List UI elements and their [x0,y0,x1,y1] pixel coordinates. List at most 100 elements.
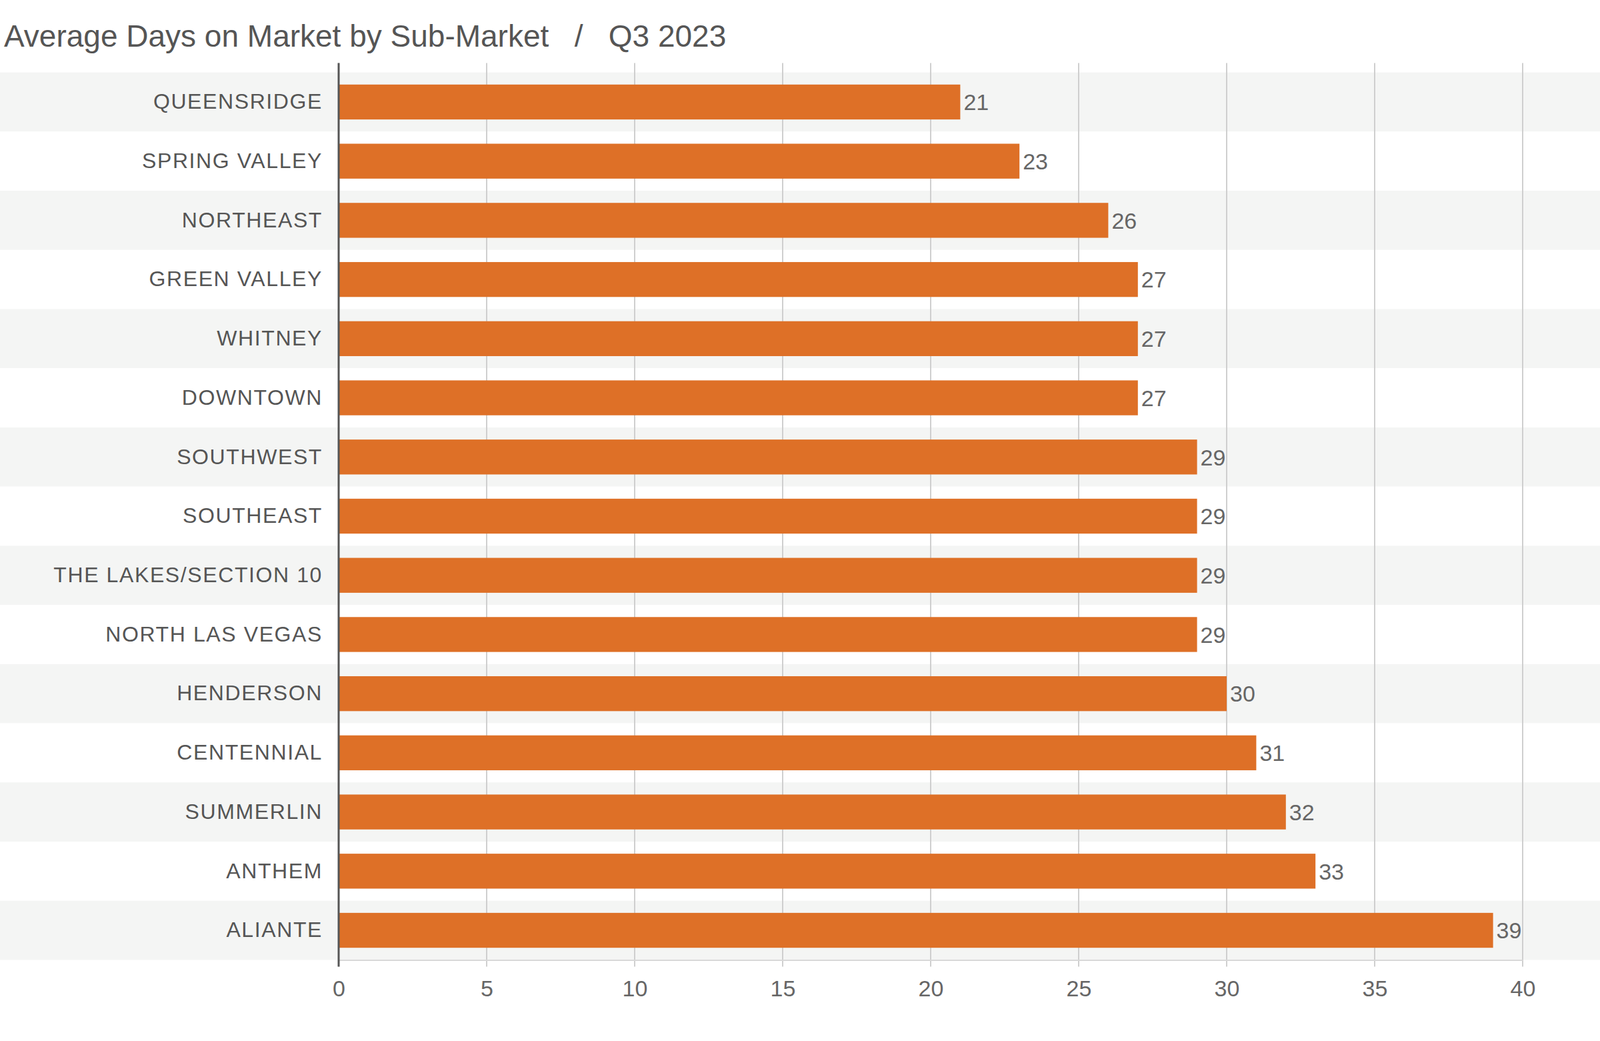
bar [338,262,1138,297]
x-tick-label: 25 [1066,975,1092,1001]
data-label: 31 [1259,740,1285,766]
row-stripe [0,190,1600,250]
y-tick: SPRING VALLEY [142,148,339,173]
category-label: SOUTHWEST [176,444,323,469]
row-stripe [0,604,1600,664]
y-tick: WHITNEY [216,326,339,350]
y-tick: HENDERSON [176,680,339,705]
x-axis: 0 5 10 15 20 25 30 35 40 [332,959,1536,1000]
category-label: SPRING VALLEY [142,148,323,173]
y-tick: ALIANTE [226,917,339,942]
category-label: GREEN VALLEY [149,266,323,291]
x-tick-label: 40 [1510,975,1536,1001]
bar [338,84,960,120]
bar [338,794,1286,829]
row-stripe [0,664,1600,724]
x-tick-label: 20 [918,975,944,1001]
grid-line [1226,63,1228,967]
data-label: 29 [1200,622,1226,648]
category-label: ANTHEM [226,858,323,883]
data-label: 29 [1200,562,1226,588]
row-stripe [0,72,1600,132]
bars [338,84,1494,948]
x-tick-label: 15 [770,975,796,1001]
row-stripe [0,308,1600,368]
row-stripe [0,900,1600,960]
grid-line [1374,63,1376,967]
y-tick: THE LAKES/SECTION 10 [53,562,339,587]
row-stripe [0,486,1600,546]
row-stripe [0,782,1600,842]
y-tick: NORTH LAS VEGAS [105,622,339,646]
data-label: 29 [1200,444,1226,470]
category-label: CENTENNIAL [176,740,323,764]
category-label: NORTHEAST [182,208,323,232]
category-label: NORTH LAS VEGAS [105,622,323,646]
data-label: 23 [1022,148,1048,174]
data-labels: 212326272727292929293031323339 [963,89,1522,943]
x-tick-label: 10 [622,975,648,1001]
y-tick: SUMMERLIN [185,799,339,824]
bar [338,912,1494,948]
x-tick: 15 [770,959,796,1000]
data-label: 39 [1496,917,1522,943]
row-stripe [0,368,1600,428]
category-label: SOUTHEAST [182,503,323,528]
grid-line [338,63,340,967]
x-tick: 30 [1214,959,1240,1000]
bar [338,321,1138,356]
y-axis-line [338,63,340,967]
data-label: 27 [1141,385,1167,411]
category-label: HENDERSON [176,680,323,705]
x-tick: 35 [1362,959,1388,1000]
y-tick: QUEENSRIDGE [153,89,339,114]
grid-line [1522,63,1524,967]
y-tick: CENTENNIAL [176,740,339,764]
y-tick: SOUTHEAST [182,503,339,528]
bar [338,202,1108,238]
y-tick: GREEN VALLEY [149,266,339,291]
bar [338,558,1198,593]
category-label: QUEENSRIDGE [153,89,323,114]
category-label: THE LAKES/SECTION 10 [53,562,323,587]
y-axis: QUEENSRIDGE SPRING VALLEY NORTHEAST GREEN V… [53,63,339,967]
data-label: 27 [1141,326,1167,352]
row-stripe [0,723,1600,783]
category-label: SUMMERLIN [185,799,323,824]
row-stripe [0,131,1600,191]
y-tick: ANTHEM [226,858,339,883]
category-label: WHITNEY [216,326,323,350]
row-stripe [0,545,1600,605]
data-label: 21 [963,89,989,115]
bar [338,380,1138,415]
row-stripes [0,72,1600,960]
x-axis-line [339,959,1524,961]
title: Average Days on Market by Sub-Market / Q… [4,18,726,54]
data-label: 32 [1289,799,1315,825]
bar [338,735,1256,770]
y-tick: SOUTHWEST [176,444,339,469]
x-tick: 5 [480,959,494,1000]
y-tick: DOWNTOWN [182,385,339,410]
row-stripe [0,250,1600,310]
bar [338,144,1020,179]
x-tick: 25 [1066,959,1092,1000]
row-stripe [0,841,1600,901]
x-tick: 20 [918,959,944,1000]
bar [338,616,1198,652]
bar [338,853,1316,888]
x-tick-label: 0 [332,975,346,1001]
bar [338,498,1198,534]
bar [338,676,1227,711]
grid [338,63,1523,967]
data-label: 30 [1230,680,1256,706]
x-tick: 10 [622,959,648,1000]
x-tick-label: 35 [1362,975,1388,1001]
category-label: DOWNTOWN [182,385,323,410]
data-label: 26 [1111,208,1137,234]
data-label: 33 [1318,858,1344,884]
row-stripe [0,427,1600,487]
category-label: ALIANTE [226,917,323,942]
bar [338,439,1198,474]
data-label: 27 [1141,266,1167,292]
